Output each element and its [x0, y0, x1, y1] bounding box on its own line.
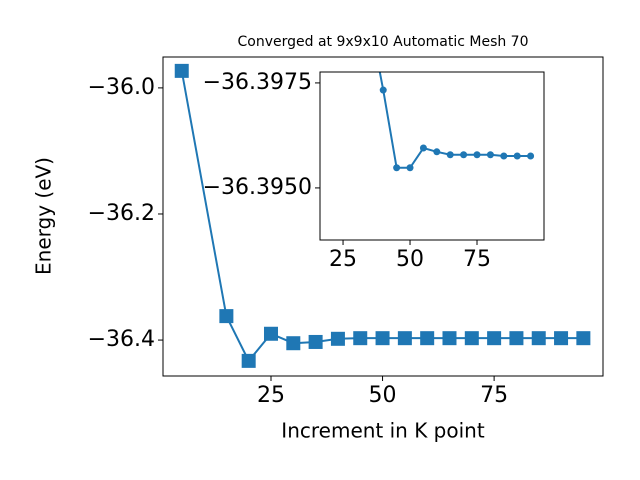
marker [286, 336, 301, 351]
axes-frame [319, 71, 545, 241]
marker [366, 16, 373, 23]
marker [576, 331, 591, 346]
marker [433, 148, 441, 156]
x-tick-label: 75 [463, 247, 491, 272]
marker [174, 63, 189, 78]
marker [509, 331, 524, 346]
x-axis-label: Increment in K point [281, 419, 485, 443]
marker [460, 151, 468, 159]
marker [527, 152, 535, 160]
plot-content [174, 63, 591, 368]
marker [487, 331, 502, 346]
marker [486, 151, 494, 159]
marker [263, 326, 278, 341]
y-tick-label: −36.4 [88, 327, 155, 352]
marker [375, 331, 390, 346]
plot-content [366, 16, 535, 172]
marker [308, 334, 323, 349]
x-tick-label: 50 [369, 383, 397, 408]
y-tick-label: −36.3975 [203, 70, 312, 95]
marker [379, 86, 387, 94]
axes-frame [162, 56, 604, 377]
marker [419, 144, 427, 152]
y-tick-label: −36.2 [88, 201, 155, 226]
x-tick-label: 25 [329, 247, 357, 272]
marker [420, 331, 435, 346]
marker [241, 353, 256, 368]
marker [330, 331, 345, 346]
y-tick-label: −36.0 [88, 75, 155, 100]
marker [464, 331, 479, 346]
marker [500, 152, 508, 160]
x-tick-label: 75 [480, 383, 508, 408]
y-tick-label: −36.3950 [203, 175, 312, 200]
y-axis-label: Energy (eV) [32, 157, 56, 275]
marker [554, 331, 569, 346]
marker [442, 331, 457, 346]
marker [393, 164, 401, 172]
x-tick-label: 25 [257, 383, 285, 408]
marker [531, 331, 546, 346]
marker [353, 331, 368, 346]
chart-title: Converged at 9x9x10 Automatic Mesh 70 [238, 34, 529, 50]
marker [397, 331, 412, 346]
marker [513, 152, 521, 160]
marker [446, 151, 454, 159]
marker [219, 309, 234, 324]
x-tick-label: 50 [396, 247, 424, 272]
marker [406, 164, 414, 172]
marker [473, 151, 481, 159]
